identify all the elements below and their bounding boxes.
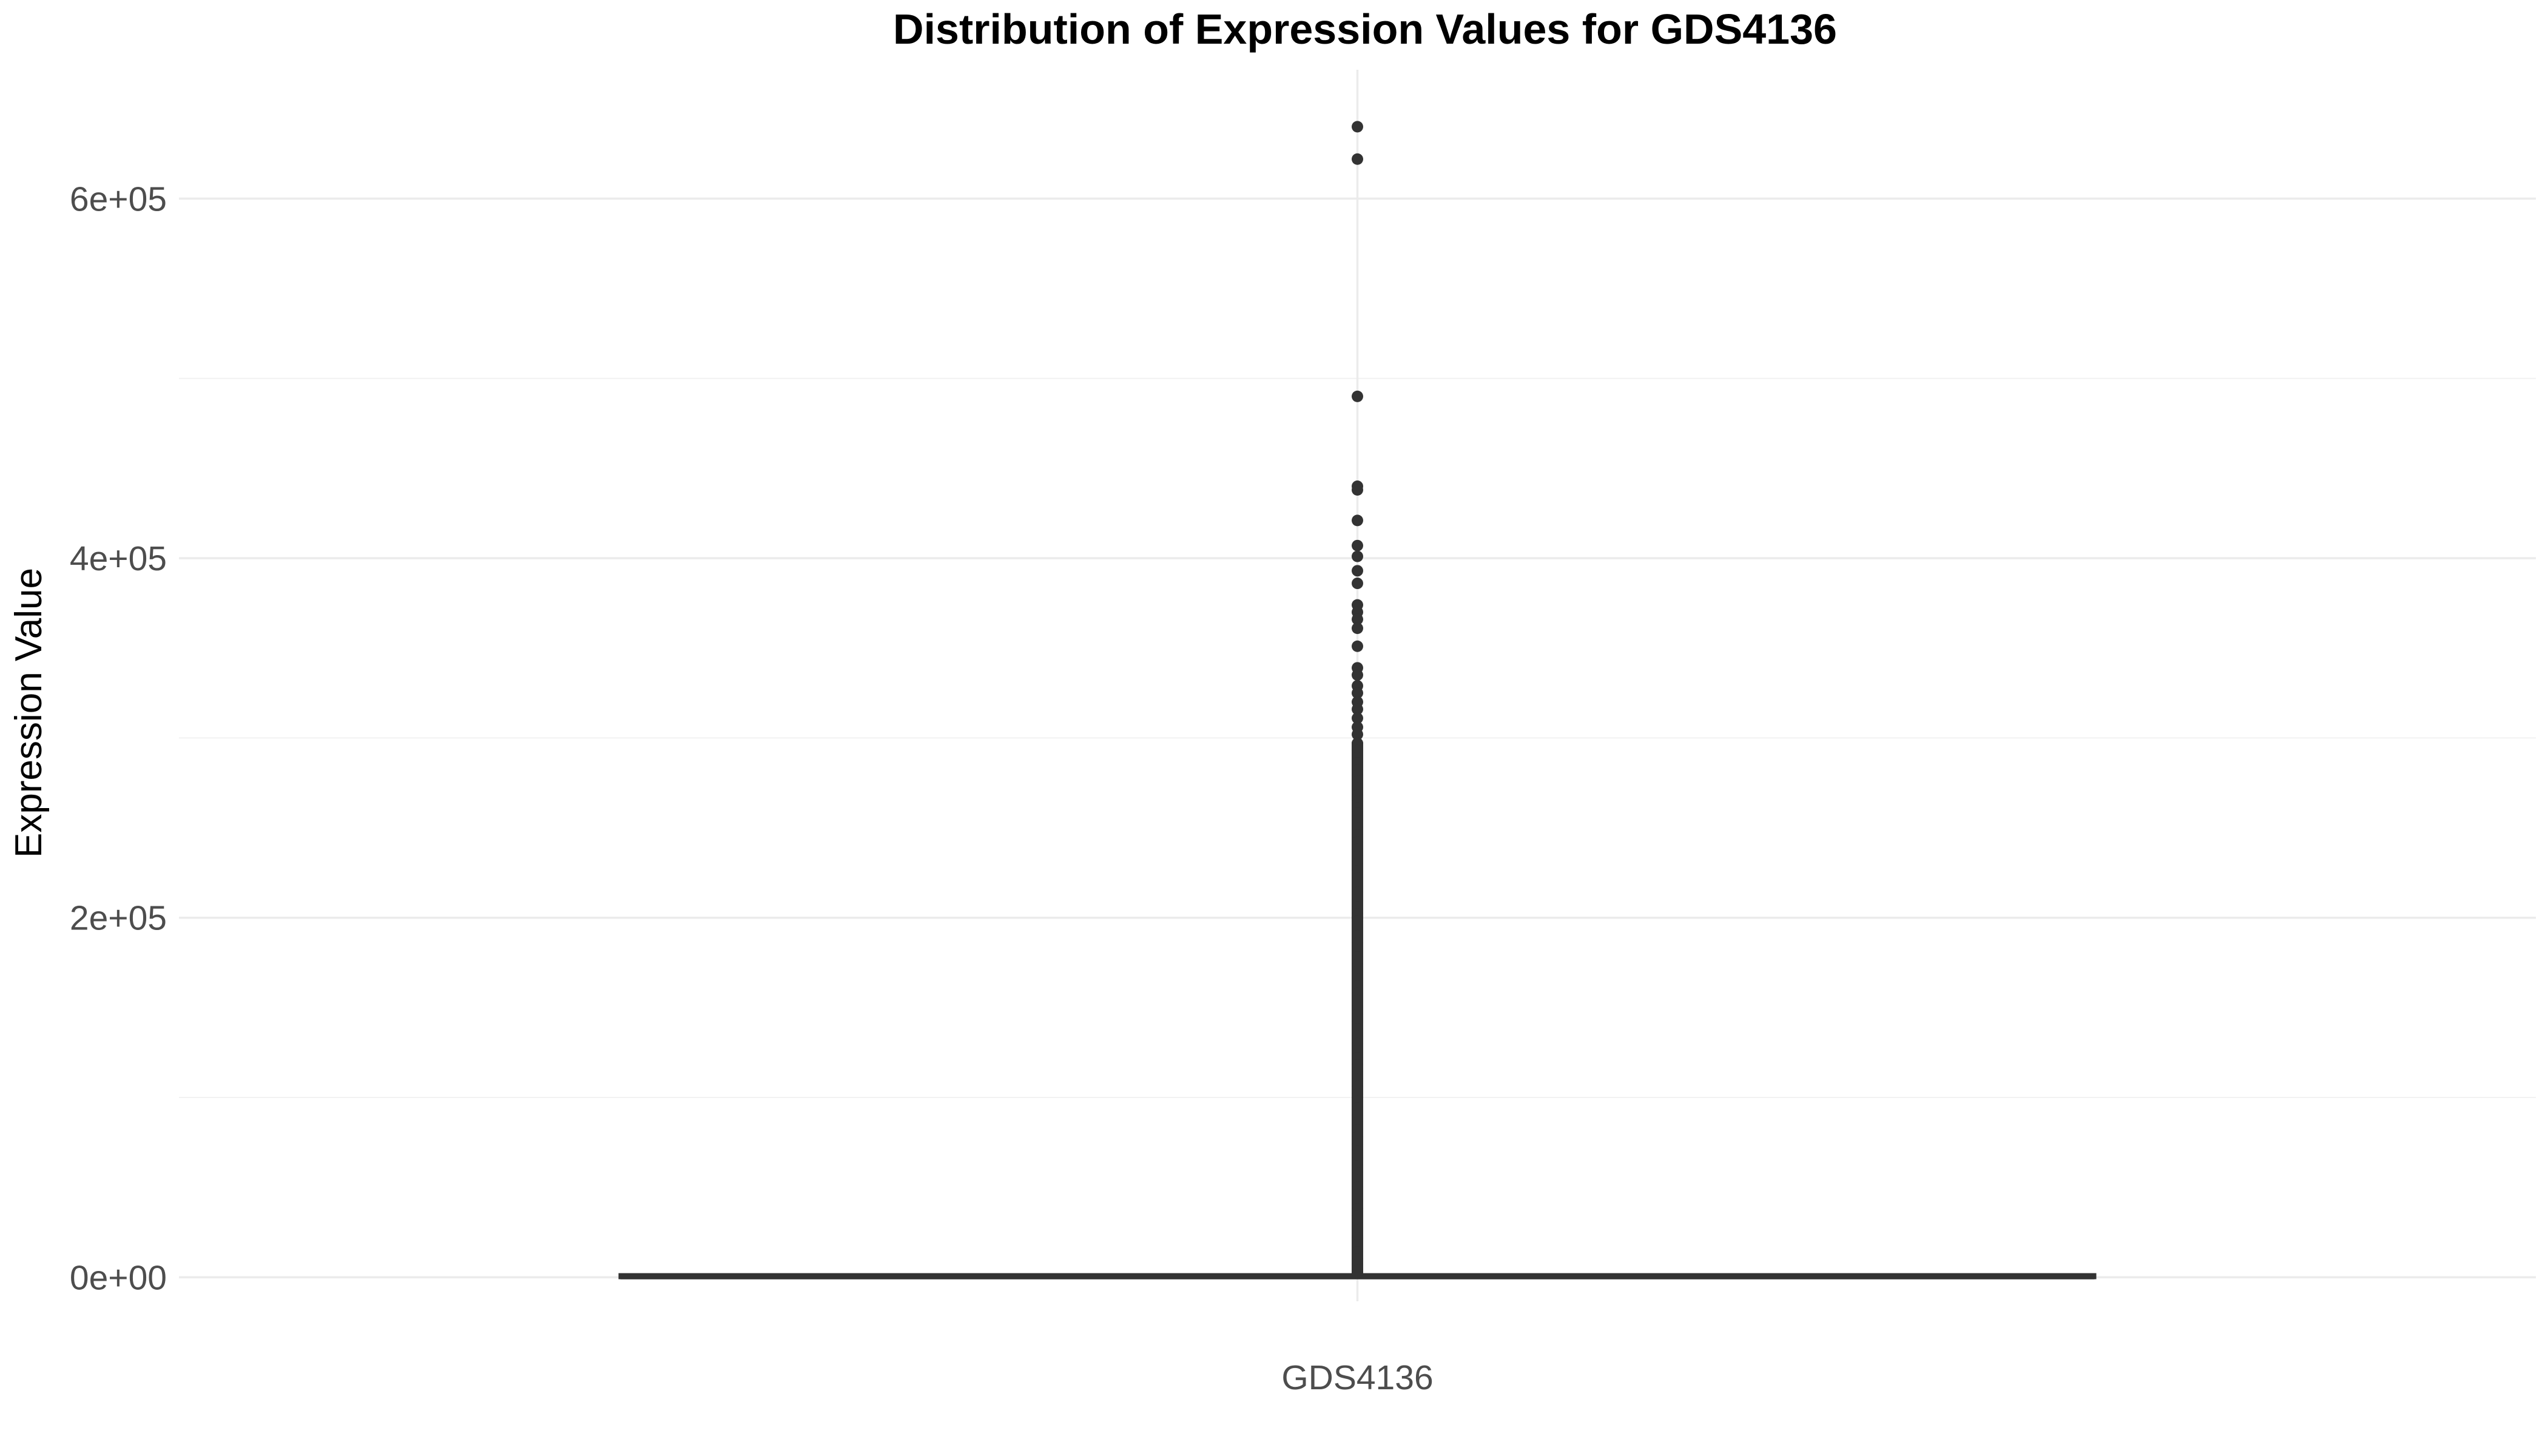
y-tick-label: 0e+00 xyxy=(70,1258,167,1297)
outlier-point xyxy=(1352,484,1363,496)
outlier-point xyxy=(1352,153,1363,165)
y-tick-label: 6e+05 xyxy=(70,180,167,218)
outlier-point xyxy=(1352,514,1363,527)
outlier-points xyxy=(1352,121,1363,1279)
outlier-point xyxy=(1352,703,1363,715)
x-axis-tick-labels: GDS4136 xyxy=(1281,1358,1433,1397)
y-axis-title: Expression Value xyxy=(8,568,50,858)
y-axis-tick-labels: 0e+00 2e+05 4e+05 6e+05 xyxy=(70,180,167,1297)
outlier-point xyxy=(1352,622,1363,635)
y-tick-label: 4e+05 xyxy=(70,539,167,578)
outlier-point xyxy=(1352,712,1363,724)
outlier-point xyxy=(1352,687,1363,699)
outlier-point xyxy=(1352,613,1363,625)
outlier-point xyxy=(1352,539,1363,551)
outlier-point xyxy=(1352,550,1363,562)
x-tick-label: GDS4136 xyxy=(1281,1358,1433,1397)
outlier-point xyxy=(1352,390,1363,402)
chart-title: Distribution of Expression Values for GD… xyxy=(893,5,1837,53)
outlier-point xyxy=(1352,578,1363,590)
outlier-point xyxy=(1352,121,1363,133)
outlier-point xyxy=(1352,640,1363,652)
outlier-point xyxy=(1352,728,1363,740)
outlier-point xyxy=(1352,669,1363,681)
y-tick-label: 2e+05 xyxy=(70,899,167,938)
outlier-point xyxy=(1352,565,1363,577)
